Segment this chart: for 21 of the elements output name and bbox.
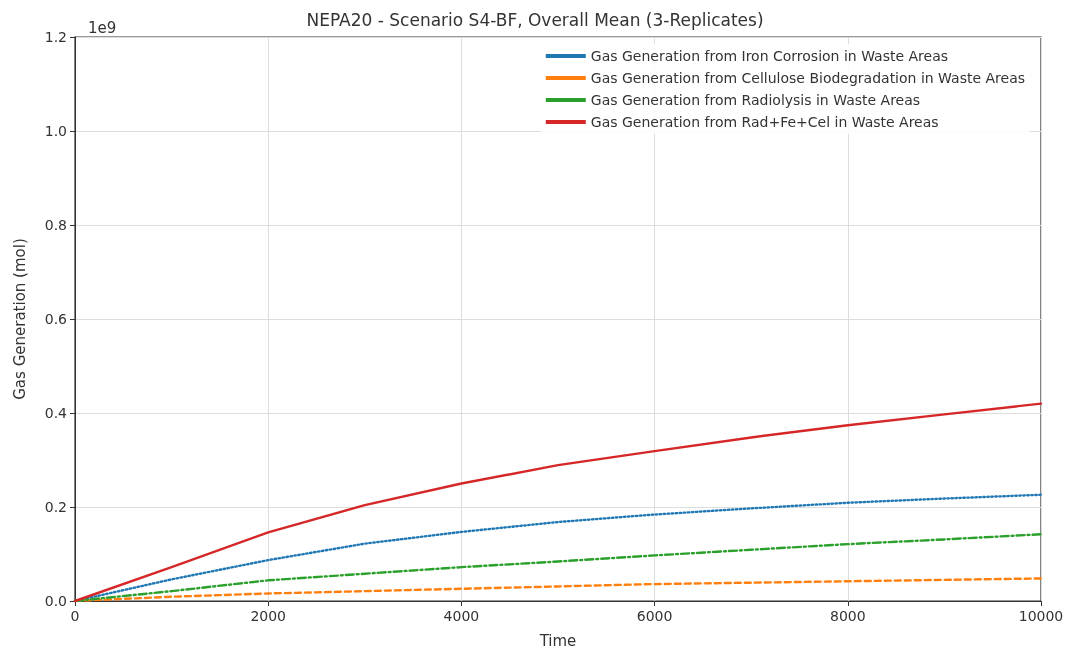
y-tick-label: 1.2	[44, 29, 67, 45]
x-axis-title: Time	[538, 631, 577, 650]
text: 1e9	[88, 18, 117, 37]
legend-label: Gas Generation from Radiolysis in Waste Areas	[590, 92, 921, 108]
chart-title: NEPA20 - Scenario S4-BF, Overall Mean (3-Replicates)	[306, 9, 764, 30]
x-tick-label: 4000	[443, 608, 480, 624]
y-tick-label: 0.8	[44, 217, 67, 233]
y-tick-label: 0.4	[44, 405, 68, 421]
y-axis-title: Gas Generation (mol)	[10, 238, 29, 400]
legend-label: Gas Generation from Iron Corrosion in Waste Areas	[590, 48, 949, 64]
x-tick-label: 8000	[829, 608, 866, 624]
y-tick-label: 0.6	[44, 311, 68, 327]
x-tick-label: 10000	[1018, 608, 1064, 624]
x-tick-label: 6000	[636, 608, 673, 624]
y-tick-label: 0.2	[44, 499, 67, 515]
y-tick-label: 0.0	[44, 593, 67, 609]
legend-label: Gas Generation from Rad+Fe+Cel in Waste Areas	[590, 114, 939, 130]
y-tick-label: 1.0	[44, 123, 67, 139]
x-tick-label: 2000	[250, 608, 287, 624]
x-tick-label: 0	[70, 608, 80, 624]
legend-label: Gas Generation from Cellulose Biodegradation in Waste Areas	[590, 70, 1025, 86]
